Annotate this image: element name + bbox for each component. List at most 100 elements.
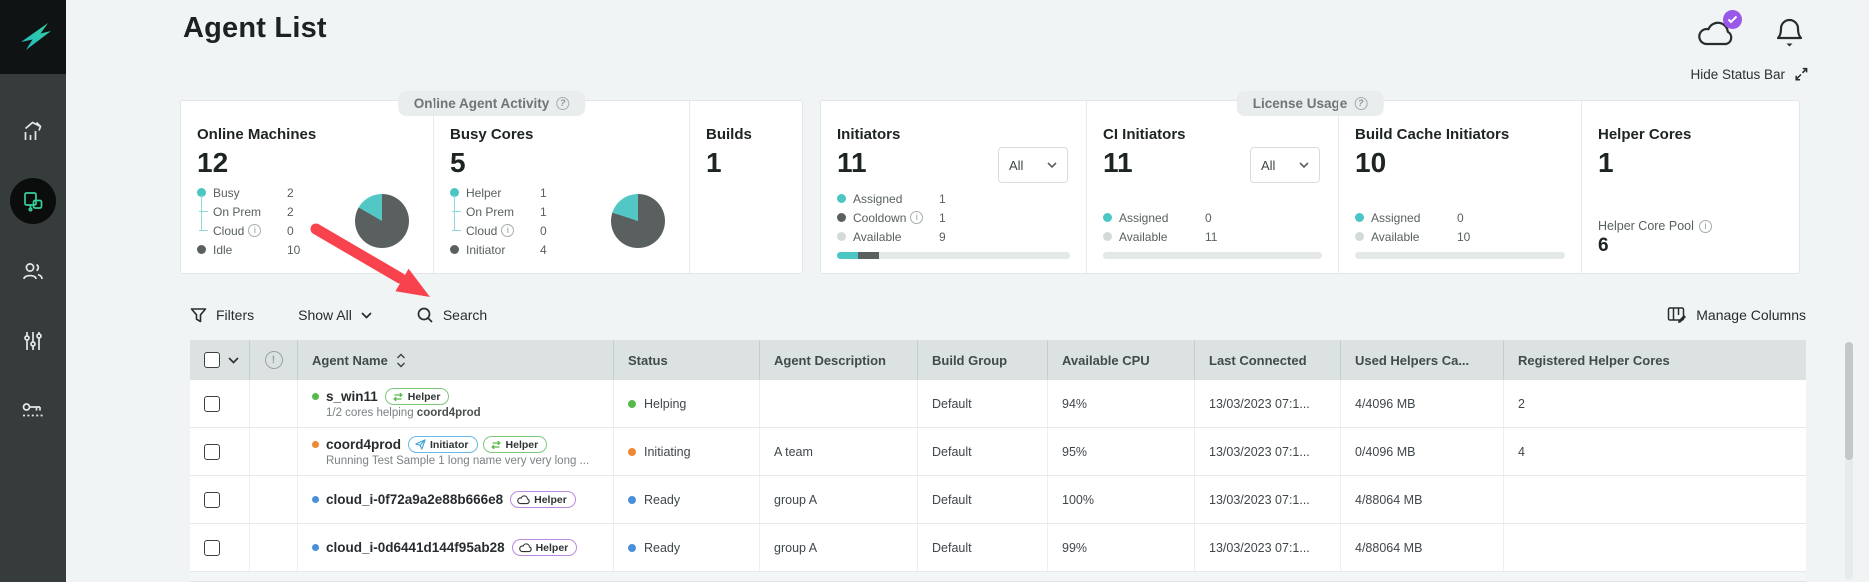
initiators-usage-bar	[837, 252, 1070, 259]
table-header: ! Agent Name Status Agent Description Bu…	[190, 340, 1806, 380]
swap-arrows-icon	[393, 392, 403, 401]
column-header-used-helpers[interactable]: Used Helpers Ca...	[1341, 340, 1504, 380]
table-row[interactable]: s_win11 Helper 1/2 cores helping coord4p…	[190, 380, 1806, 428]
ci-initiators-filter-dropdown[interactable]: All	[1250, 147, 1320, 183]
sidebar	[0, 0, 66, 582]
agent-name[interactable]: cloud_i-0d6441d144f95ab28	[326, 540, 505, 555]
info-icon[interactable]	[1698, 219, 1712, 233]
badge-initiator: Initiator	[408, 436, 478, 453]
agent-description-cell	[760, 380, 918, 427]
helper-cores-section: Helper Cores 1 Helper Core Pool 6	[1581, 101, 1799, 273]
page-title: Agent List	[183, 12, 327, 44]
table-body: s_win11 Helper 1/2 cores helping coord4p…	[190, 380, 1806, 572]
search-input[interactable]: Search	[416, 306, 487, 324]
agent-name[interactable]: s_win11	[326, 389, 378, 404]
column-header-registered-helper-cores[interactable]: Registered Helper Cores	[1518, 352, 1670, 368]
cloud-badge-icon	[517, 494, 530, 504]
online-agent-activity-tab: Online Agent Activity	[397, 91, 586, 116]
select-menu-chevron-icon[interactable]	[228, 356, 239, 364]
last-connected-cell: 13/03/2023 07:1...	[1195, 428, 1341, 475]
cloud-icon	[1698, 21, 1733, 46]
sidebar-item-users[interactable]	[0, 236, 66, 306]
status-label: Initiating	[644, 444, 691, 459]
bell-icon	[1776, 18, 1803, 47]
column-header-available-cpu[interactable]: Available CPU	[1048, 340, 1195, 380]
builds-section: Builds 1	[689, 101, 802, 273]
sliders-icon	[24, 332, 42, 350]
badge-cloud-helper: Helper	[510, 491, 576, 508]
active-item-highlight	[10, 178, 56, 224]
info-icon[interactable]	[248, 224, 262, 237]
column-header-last-connected[interactable]: Last Connected	[1195, 340, 1341, 380]
info-icon[interactable]	[501, 224, 515, 237]
vertical-scrollbar[interactable]	[1845, 342, 1853, 580]
cloud-status-button[interactable]	[1696, 10, 1742, 53]
agent-subtitle: 1/2 cores helping coord4prod	[326, 407, 481, 419]
sort-icon[interactable]	[396, 353, 406, 368]
initiators-filter-dropdown[interactable]: All	[998, 147, 1068, 183]
used-helpers-cell: 4/88064 MB	[1341, 524, 1504, 571]
paper-plane-icon	[415, 439, 426, 450]
ci-initiators-section: CI Initiators 11 All Assigned 0 Available…	[1086, 101, 1338, 273]
hide-status-bar-button[interactable]: Hide Status Bar	[1690, 66, 1809, 82]
table-row[interactable]: coord4prod Initiator Helper Running Test …	[190, 428, 1806, 476]
badge-cloud-helper: Helper	[511, 539, 578, 556]
status-dot	[628, 543, 636, 552]
sidebar-item-analytics[interactable]	[0, 96, 66, 166]
info-icon[interactable]	[910, 211, 924, 224]
table-row[interactable]: cloud_i-0f72a9a2e88b666e8 Helper Ready g…	[190, 476, 1806, 524]
scrollbar-thumb[interactable]	[1845, 342, 1853, 460]
alerts-column-icon[interactable]: !	[264, 351, 283, 369]
section-value: 1	[706, 147, 722, 178]
table-row[interactable]: cloud_i-0d6441d144f95ab28 Helper Ready g…	[190, 524, 1806, 572]
sidebar-item-settings[interactable]	[0, 306, 66, 376]
manage-columns-button[interactable]: Manage Columns	[1667, 306, 1806, 324]
row-checkbox[interactable]	[204, 395, 220, 412]
agent-name[interactable]: coord4prod	[326, 437, 402, 452]
agent-description-cell: A team	[760, 428, 918, 475]
chevron-down-icon	[361, 311, 372, 319]
agent-description-cell: group A	[760, 476, 918, 523]
column-header-status[interactable]: Status	[614, 340, 760, 380]
build-cache-initiators-section: Build Cache Initiators 10 Assigned 0 Avai…	[1338, 101, 1581, 273]
build-group-cell: Default	[918, 380, 1048, 427]
column-header-agent-description[interactable]: Agent Description	[760, 340, 918, 380]
partial-next-row	[190, 572, 1806, 582]
help-icon[interactable]	[556, 97, 570, 110]
sidebar-item-agents[interactable]	[0, 166, 66, 236]
filters-button[interactable]: Filters	[190, 307, 254, 324]
status-cell: Helping	[614, 380, 760, 427]
users-icon	[23, 263, 43, 280]
app-logo[interactable]	[0, 0, 66, 74]
cloud-badge-icon	[518, 542, 532, 552]
section-value: 5	[450, 147, 466, 178]
select-all-checkbox[interactable]	[204, 352, 220, 368]
agent-name[interactable]: cloud_i-0f72a9a2e88b666e8	[326, 492, 504, 507]
help-icon[interactable]	[1354, 97, 1368, 110]
license-key-icon	[22, 403, 43, 417]
available-cpu-cell: 99%	[1048, 524, 1195, 571]
show-filter-dropdown[interactable]: Show All	[298, 307, 372, 323]
row-checkbox[interactable]	[204, 539, 220, 556]
sidebar-item-license[interactable]	[0, 376, 66, 446]
notifications-button[interactable]	[1776, 16, 1803, 54]
badge-helper: Helper	[384, 388, 450, 405]
registered-helper-cores-cell: 2	[1518, 396, 1525, 411]
row-checkbox[interactable]	[204, 443, 220, 460]
license-usage-panel: License Usage Initiators 11 All Assigned…	[820, 91, 1800, 274]
agent-description-cell: group A	[760, 524, 918, 571]
agents-icon	[24, 192, 43, 212]
column-header-agent-name[interactable]: Agent Name	[298, 340, 614, 380]
registered-helper-cores-cell: 4	[1518, 444, 1525, 459]
section-value: 12	[197, 147, 229, 178]
used-helpers-cell: 4/88064 MB	[1341, 476, 1504, 523]
search-icon	[417, 307, 433, 323]
chevron-down-icon	[1047, 162, 1057, 168]
column-header-build-group[interactable]: Build Group	[918, 340, 1048, 380]
hide-status-bar-label: Hide Status Bar	[1690, 66, 1785, 82]
last-connected-cell: 13/03/2023 07:1...	[1195, 524, 1341, 571]
row-checkbox[interactable]	[204, 491, 220, 508]
